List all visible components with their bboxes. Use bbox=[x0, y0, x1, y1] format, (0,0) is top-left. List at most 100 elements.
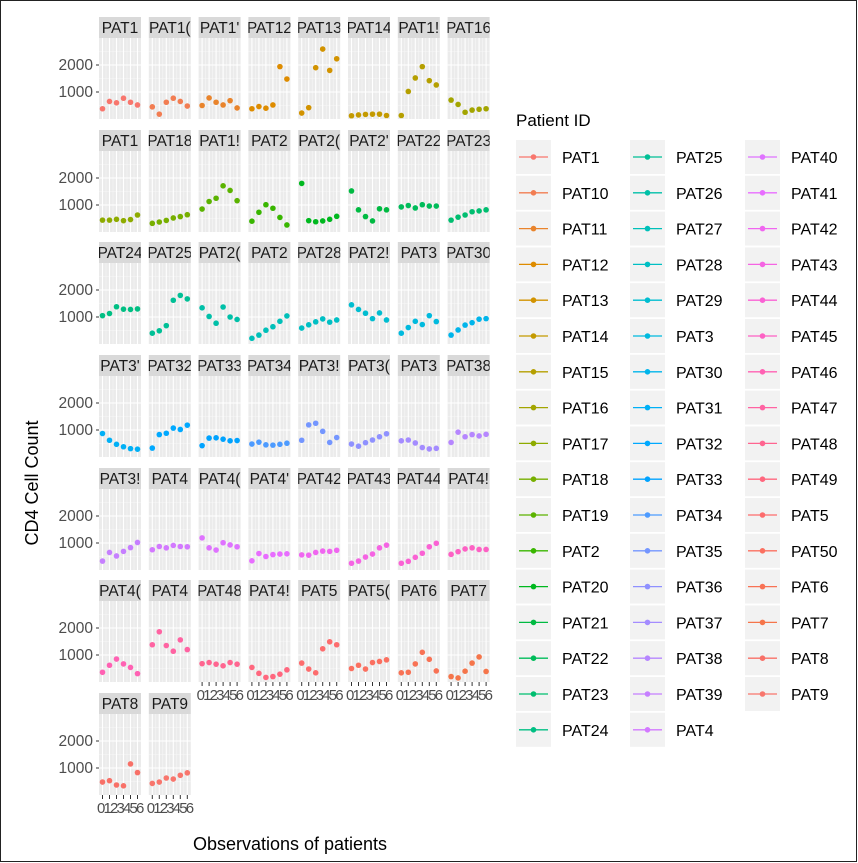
data-point bbox=[455, 101, 461, 108]
facet-strip-label: PAT3( bbox=[348, 358, 390, 375]
legend-item: PAT28 bbox=[630, 247, 723, 282]
data-point bbox=[163, 322, 170, 329]
data-point bbox=[163, 217, 170, 224]
legend-item: PAT17 bbox=[516, 426, 609, 461]
data-point bbox=[448, 673, 454, 680]
data-point bbox=[170, 776, 177, 782]
data-point bbox=[355, 306, 362, 313]
data-point bbox=[326, 216, 333, 223]
data-point bbox=[405, 88, 412, 95]
facet-strip-label: PAT2! bbox=[349, 245, 390, 262]
legend-label: PAT33 bbox=[676, 472, 723, 489]
x-tick-label: 0 bbox=[396, 687, 404, 704]
facet-strip-label: PAT5( bbox=[348, 583, 390, 600]
legend-key-point bbox=[530, 691, 537, 697]
x-tick-label: 2 bbox=[259, 687, 267, 704]
data-point bbox=[220, 102, 226, 108]
data-point bbox=[298, 180, 305, 187]
data-point bbox=[163, 775, 170, 781]
data-point bbox=[462, 546, 468, 552]
data-point bbox=[326, 548, 333, 555]
legend-label: PAT11 bbox=[562, 222, 607, 239]
y-tick-label: 2000 bbox=[59, 282, 94, 299]
data-point bbox=[256, 332, 262, 338]
data-point bbox=[220, 436, 226, 442]
legend-key-point bbox=[644, 261, 651, 268]
legend-label: PAT23 bbox=[562, 687, 609, 704]
data-point bbox=[448, 217, 454, 223]
data-point bbox=[213, 547, 219, 553]
data-point bbox=[369, 111, 376, 117]
data-point bbox=[433, 82, 440, 88]
legend-label: PAT26 bbox=[676, 186, 723, 203]
legend-item: PAT36 bbox=[630, 569, 723, 604]
facet-panel: PAT1( bbox=[148, 17, 191, 119]
data-point bbox=[369, 315, 376, 322]
legend-label: PAT2 bbox=[562, 544, 600, 561]
facet-strip-label: PAT25 bbox=[147, 245, 192, 262]
data-point bbox=[426, 77, 433, 84]
legend-label: PAT4 bbox=[676, 723, 714, 740]
legend-label: PAT50 bbox=[791, 544, 838, 561]
legend-key-point bbox=[530, 476, 537, 483]
legend-label: PAT49 bbox=[791, 472, 838, 489]
data-point bbox=[127, 306, 134, 313]
legend-item: PAT34 bbox=[630, 498, 723, 532]
data-point bbox=[106, 98, 113, 105]
x-tick-label: 6 bbox=[335, 687, 343, 704]
data-point bbox=[156, 543, 163, 550]
legend-item: PAT35 bbox=[630, 533, 723, 568]
legend-item: PAT10 bbox=[516, 175, 609, 210]
legend-key-point bbox=[644, 619, 651, 626]
legend-entries: PAT1 PAT10 PAT11 PAT12 PAT13 PAT14 PAT15 PAT16 P… bbox=[516, 140, 838, 747]
data-point bbox=[184, 296, 191, 302]
data-point bbox=[376, 658, 383, 665]
data-point bbox=[156, 431, 163, 438]
y-tick-label: 2000 bbox=[59, 170, 94, 187]
data-point bbox=[312, 319, 319, 325]
data-point bbox=[134, 539, 141, 546]
legend-item: PAT24 bbox=[516, 712, 609, 747]
data-point bbox=[433, 540, 440, 547]
data-point bbox=[106, 549, 113, 556]
legend-item: PAT3 bbox=[630, 319, 714, 353]
facet-strip bbox=[198, 468, 241, 489]
data-point bbox=[227, 97, 233, 104]
data-point bbox=[127, 445, 134, 452]
data-point bbox=[199, 660, 205, 667]
facet-strip-label: PAT4' bbox=[250, 471, 289, 488]
data-point bbox=[249, 105, 255, 112]
data-point bbox=[369, 437, 376, 443]
legend-key-point bbox=[644, 727, 651, 733]
facet-strip-label: PAT2( bbox=[298, 133, 340, 150]
legend-key-point bbox=[644, 369, 651, 375]
x-axis-title: Observations of patients bbox=[193, 834, 387, 854]
x-tick-label: 6 bbox=[385, 687, 393, 704]
data-point bbox=[298, 437, 305, 444]
data-point bbox=[383, 430, 390, 437]
data-point bbox=[99, 669, 106, 676]
data-point bbox=[469, 545, 475, 551]
data-point bbox=[305, 104, 312, 111]
legend-item: PAT48 bbox=[745, 426, 838, 461]
data-point bbox=[362, 666, 369, 672]
data-point bbox=[483, 207, 489, 213]
facet-strip-label: PAT3! bbox=[299, 358, 340, 375]
legend-label: PAT40 bbox=[791, 150, 838, 167]
data-point bbox=[476, 433, 482, 439]
legend-key-point bbox=[759, 619, 766, 626]
data-point bbox=[106, 437, 113, 444]
y-tick-label: 1000 bbox=[59, 760, 94, 777]
facet-strip-label: PAT2 bbox=[251, 245, 287, 262]
data-point bbox=[398, 112, 405, 119]
x-tick-label: 3 bbox=[316, 687, 324, 704]
facet-strip-label: PAT3 bbox=[401, 245, 437, 262]
facet-panel: PAT16 bbox=[447, 17, 490, 119]
legend-label: PAT37 bbox=[676, 615, 723, 632]
facet-strip-label: PAT1( bbox=[149, 20, 191, 37]
data-point bbox=[476, 654, 482, 660]
data-point bbox=[362, 111, 369, 118]
data-point bbox=[256, 550, 262, 557]
data-point bbox=[134, 212, 141, 218]
